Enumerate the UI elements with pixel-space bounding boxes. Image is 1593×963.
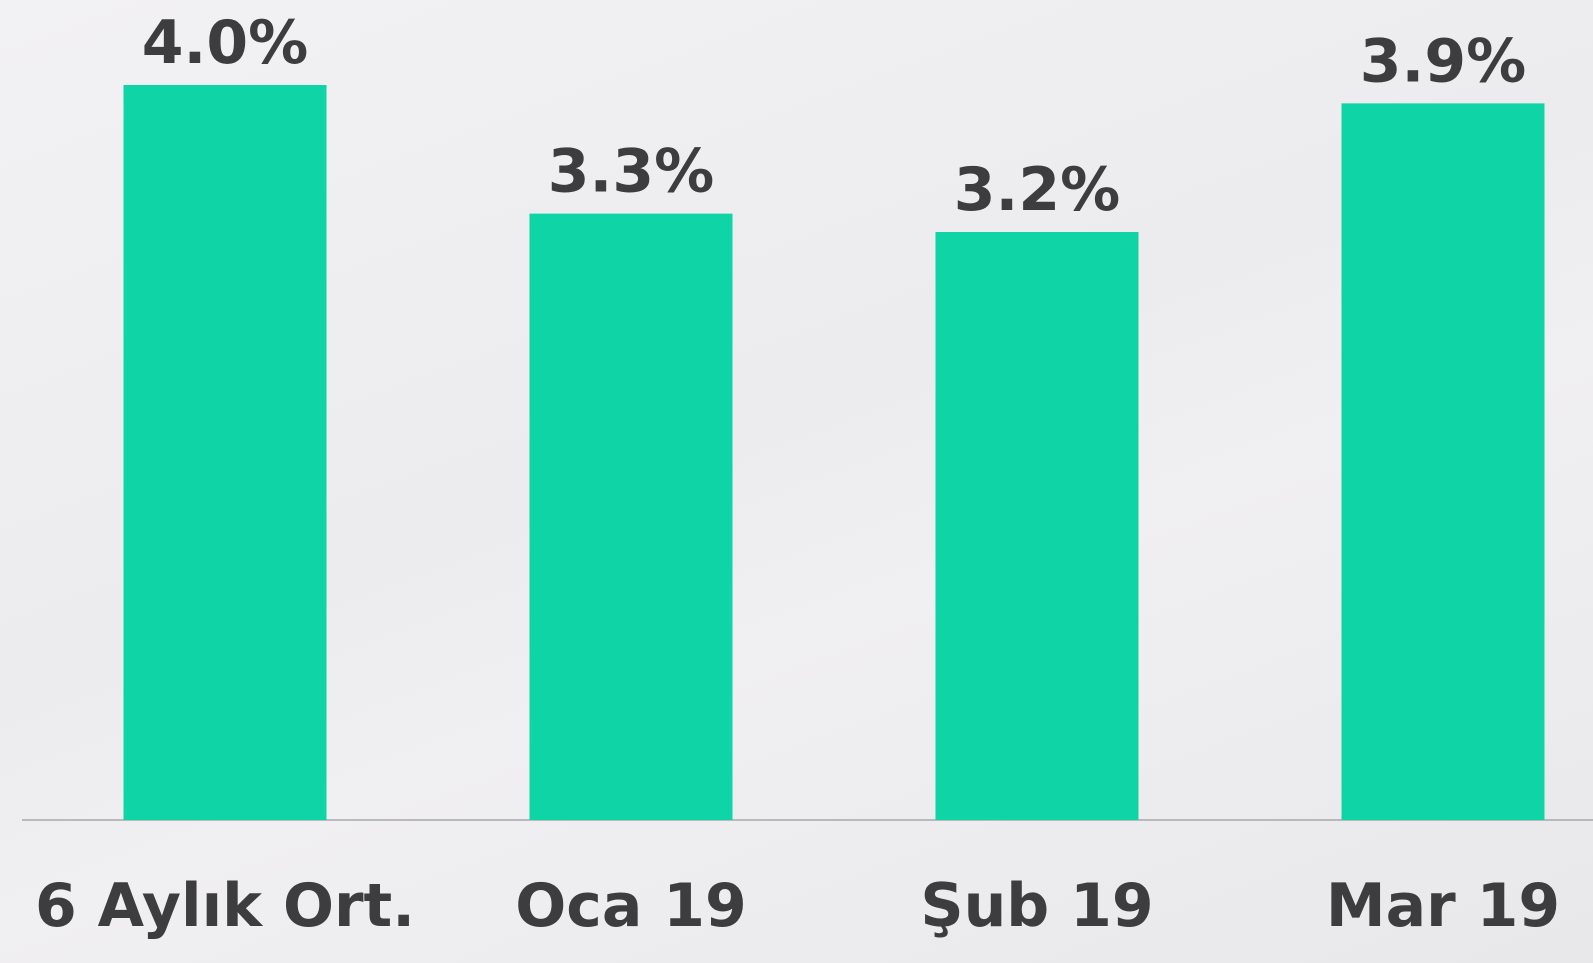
value-label: 4.0%: [142, 8, 308, 78]
x-tick-label: Şub 19: [920, 871, 1153, 941]
x-tick-label: Mar 19: [1326, 871, 1560, 941]
bar: [1341, 103, 1545, 820]
value-label: 3.9%: [1360, 26, 1526, 96]
bar: [529, 213, 733, 820]
x-tick-label: 6 Aylık Ort.: [35, 871, 415, 941]
bar: [123, 85, 327, 820]
bar: [935, 232, 1139, 820]
value-label: 3.3%: [548, 137, 714, 207]
x-tick-label: Oca 19: [515, 871, 746, 941]
value-label: 3.2%: [954, 155, 1120, 225]
